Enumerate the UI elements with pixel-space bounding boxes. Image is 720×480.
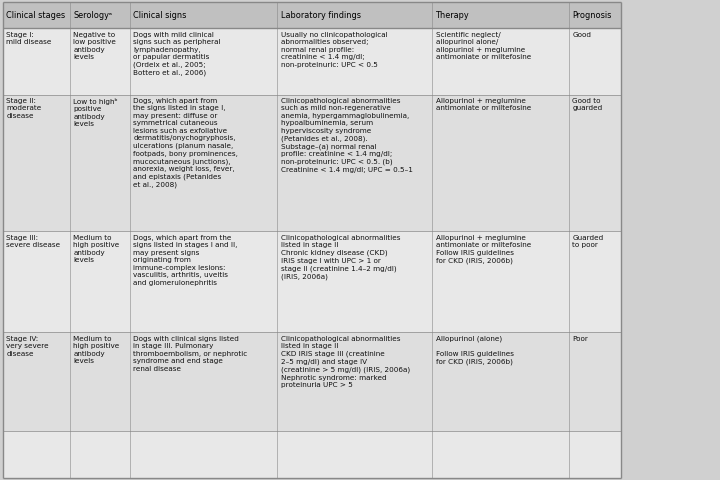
Text: Stage II:
moderate
disease: Stage II: moderate disease: [6, 98, 42, 119]
Bar: [3, 2, 621, 478]
Text: Usually no clinicopathological
abnormalities observed;
normal renal profile:
cre: Usually no clinicopathological abnormali…: [281, 32, 387, 68]
Text: Dogs, which apart from
the signs listed in stage I,
may present: diffuse or
symm: Dogs, which apart from the signs listed …: [133, 98, 238, 189]
Text: Stage I:
mild disease: Stage I: mild disease: [6, 32, 52, 45]
Text: Dogs with mild clinical
signs such as peripheral
lymphadenopathy,
or papular der: Dogs with mild clinical signs such as pe…: [133, 32, 221, 76]
Text: Stage IV:
very severe
disease: Stage IV: very severe disease: [6, 336, 49, 357]
Bar: [3, 28, 621, 95]
Text: Poor: Poor: [572, 336, 588, 342]
Text: Allopurinol + meglumine
antimoniate or miltefosine: Allopurinol + meglumine antimoniate or m…: [436, 98, 531, 111]
Text: Clinical stages: Clinical stages: [6, 11, 66, 20]
Text: Clinicopathological abnormalities
such as mild non-regenerative
anemia, hypergam: Clinicopathological abnormalities such a…: [281, 98, 413, 173]
Text: Low to highᵇ
positive
antibody
levels: Low to highᵇ positive antibody levels: [73, 98, 118, 127]
Bar: [3, 231, 621, 332]
Text: Clinicopathological abnormalities
listed in stage II
CKD IRIS stage III (creatin: Clinicopathological abnormalities listed…: [281, 336, 410, 388]
Text: Prognosis: Prognosis: [572, 11, 612, 20]
Text: Clinicopathological abnormalities
listed in stage II
Chronic kidney disease (CKD: Clinicopathological abnormalities listed…: [281, 235, 400, 280]
Text: Stage III:
severe disease: Stage III: severe disease: [6, 235, 60, 248]
Bar: [3, 95, 621, 231]
Text: Medium to
high positive
antibody
levels: Medium to high positive antibody levels: [73, 336, 120, 364]
Text: Negative to
low positive
antibody
levels: Negative to low positive antibody levels: [73, 32, 117, 60]
Text: Laboratory findings: Laboratory findings: [281, 11, 361, 20]
Bar: [3, 332, 621, 431]
Text: Good: Good: [572, 32, 591, 38]
Text: Serologyᵃ: Serologyᵃ: [73, 11, 112, 20]
Text: Good to
guarded: Good to guarded: [572, 98, 603, 111]
Text: Dogs with clinical signs listed
in stage III. Pulmonary
thromboembolism, or neph: Dogs with clinical signs listed in stage…: [133, 336, 248, 372]
Text: Dogs, which apart from the
signs listed in stages I and II,
may present signs
or: Dogs, which apart from the signs listed …: [133, 235, 238, 286]
Text: Guarded
to poor: Guarded to poor: [572, 235, 603, 248]
Text: Allopurinol (alone)

Follow IRIS guidelines
for CKD (IRIS, 2006b): Allopurinol (alone) Follow IRIS guidelin…: [436, 336, 513, 365]
Text: Allopurinol + meglumine
antimoniate or miltefosine
Follow IRIS guidelines
for CK: Allopurinol + meglumine antimoniate or m…: [436, 235, 531, 264]
Text: Therapy: Therapy: [436, 11, 469, 20]
Bar: [3, 2, 621, 28]
Text: Medium to
high positive
antibody
levels: Medium to high positive antibody levels: [73, 235, 120, 263]
Text: Clinical signs: Clinical signs: [133, 11, 186, 20]
Text: Scientific neglect/
allopurinol alone/
allopurinol + meglumine
antimoniate or mi: Scientific neglect/ allopurinol alone/ a…: [436, 32, 531, 60]
